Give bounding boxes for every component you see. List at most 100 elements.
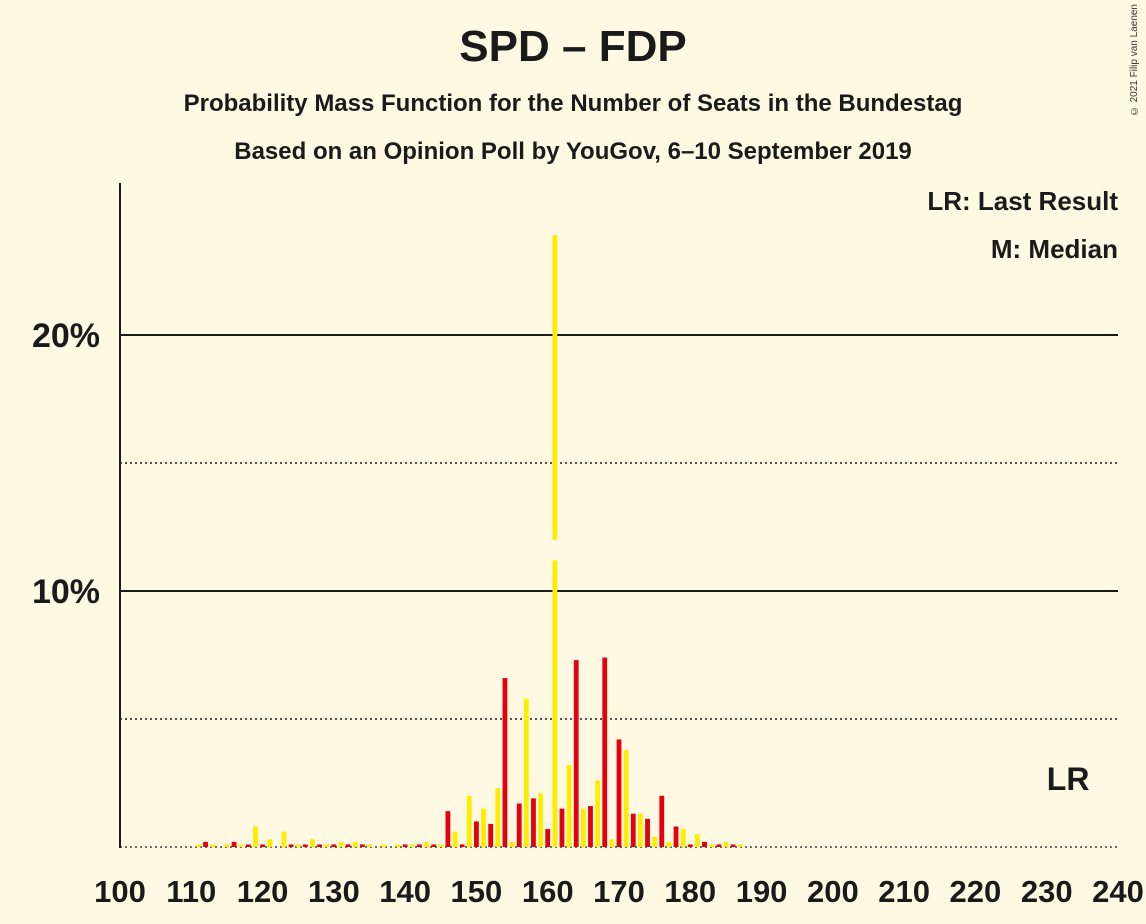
- bar-fdp-125: [295, 844, 301, 847]
- bars: [196, 235, 743, 847]
- bar-fdp-157: [523, 698, 529, 847]
- x-tick-label-180: 180: [664, 874, 716, 909]
- bar-spd-184: [716, 844, 722, 847]
- x-tick-label-230: 230: [1021, 874, 1073, 909]
- bar-fdp-155: [509, 841, 515, 847]
- bar-spd-130: [331, 844, 337, 847]
- x-tick-label-190: 190: [736, 874, 788, 909]
- median-bar-lower-161: [552, 560, 558, 847]
- bar-spd-120: [260, 844, 265, 847]
- bar-fdp-163: [566, 765, 572, 847]
- x-tick-label-150: 150: [451, 874, 503, 909]
- bar-fdp-123: [281, 831, 287, 847]
- bar-fdp-133: [352, 841, 358, 847]
- x-tick-label-200: 200: [807, 874, 859, 909]
- bar-spd-178: [673, 826, 679, 847]
- y-tick-label-20: 20%: [32, 317, 100, 355]
- bar-spd-160: [545, 829, 551, 847]
- x-tick-label-240: 240: [1092, 874, 1144, 909]
- bar-spd-168: [602, 657, 608, 847]
- bar-spd-134: [359, 844, 365, 847]
- bar-fdp-141: [409, 844, 415, 847]
- bar-fdp-153: [495, 788, 501, 847]
- x-tick-label-130: 130: [308, 874, 360, 909]
- bar-fdp-169: [609, 839, 615, 847]
- bar-spd-182: [702, 841, 707, 847]
- bar-fdp-143: [424, 841, 429, 847]
- bar-spd-170: [616, 739, 622, 847]
- bar-fdp-127: [310, 839, 315, 847]
- bar-fdp-149: [466, 795, 472, 847]
- bar-spd-158: [531, 798, 536, 847]
- y-tick-label-10: 10%: [32, 573, 100, 611]
- bar-fdp-137: [381, 844, 387, 847]
- x-tick-label-140: 140: [379, 874, 431, 909]
- x-tick-label-100: 100: [94, 874, 146, 909]
- bar-fdp-113: [210, 844, 216, 847]
- bar-fdp-185: [723, 841, 729, 847]
- bar-spd-116: [231, 841, 237, 847]
- bar-fdp-161: [552, 235, 558, 540]
- bar-spd-140: [402, 844, 408, 847]
- bar-fdp-177: [666, 841, 672, 847]
- bar-spd-174: [645, 818, 650, 847]
- bar-spd-152: [488, 823, 494, 847]
- bar-fdp-183: [709, 844, 715, 847]
- bar-spd-124: [288, 844, 294, 847]
- x-tick-label-210: 210: [878, 874, 930, 909]
- bar-spd-112: [203, 841, 208, 847]
- bar-fdp-119: [253, 826, 258, 847]
- bar-spd-126: [302, 844, 308, 847]
- last-result-marker: LR: [1047, 761, 1090, 797]
- bar-fdp-187: [737, 844, 743, 847]
- bar-fdp-145: [438, 844, 444, 847]
- bar-fdp-115: [224, 844, 230, 847]
- bar-spd-150: [474, 821, 479, 847]
- bar-fdp-147: [452, 831, 458, 847]
- bar-fdp-131: [338, 841, 344, 847]
- bar-spd-128: [317, 844, 322, 847]
- bar-spd-186: [730, 844, 736, 847]
- bar-spd-154: [502, 678, 508, 847]
- bar-spd-118: [245, 844, 251, 847]
- legend-median: M: Median: [990, 234, 1118, 264]
- x-tick-label-160: 160: [522, 874, 574, 909]
- bar-spd-166: [588, 806, 593, 847]
- bar-spd-156: [516, 803, 522, 847]
- x-tick-label-110: 110: [166, 874, 216, 909]
- bar-spd-142: [417, 844, 422, 847]
- bar-fdp-111: [196, 844, 201, 847]
- bar-spd-132: [345, 844, 351, 847]
- bar-fdp-179: [680, 829, 686, 847]
- bar-spd-144: [431, 844, 437, 847]
- chart-title: SPD – FDP: [459, 22, 687, 71]
- bar-fdp-173: [637, 813, 643, 847]
- x-tick-label-120: 120: [237, 874, 289, 909]
- gridlines: [120, 334, 1118, 848]
- bar-spd-172: [630, 813, 636, 847]
- chart-subtitle: Probability Mass Function for the Number…: [183, 90, 963, 117]
- bar-spd-148: [459, 844, 465, 847]
- bar-spd-164: [573, 660, 579, 847]
- bar-spd-146: [445, 811, 451, 847]
- bar-fdp-117: [238, 844, 244, 847]
- bar-fdp-171: [623, 749, 629, 847]
- bar-fdp-175: [652, 836, 658, 847]
- bar-spd-162: [559, 808, 565, 847]
- bar-fdp-165: [580, 808, 586, 847]
- x-tick-label-170: 170: [593, 874, 645, 909]
- bar-fdp-159: [538, 793, 543, 847]
- bar-fdp-181: [695, 834, 700, 847]
- bar-spd-176: [659, 795, 665, 847]
- bar-fdp-151: [481, 808, 486, 847]
- bar-spd-180: [687, 844, 693, 847]
- bar-fdp-139: [395, 844, 401, 847]
- bar-fdp-135: [367, 844, 372, 847]
- x-tick-label-220: 220: [950, 874, 1002, 909]
- legend-last-result: LR: Last Result: [927, 186, 1118, 216]
- chart-source: Based on an Opinion Poll by YouGov, 6–10…: [234, 138, 912, 165]
- tick-labels: 10% 20% 100 110 120 130 140 150 160 170 180 190 200 2…: [32, 317, 1144, 909]
- bar-fdp-121: [267, 839, 273, 847]
- bar-fdp-129: [324, 844, 330, 847]
